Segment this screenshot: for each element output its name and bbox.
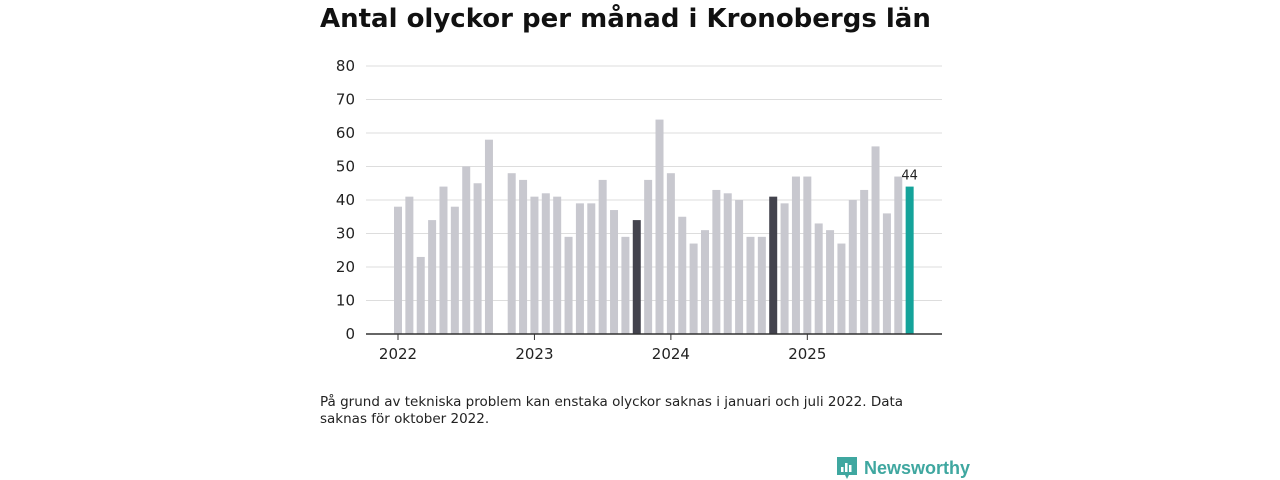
bar [712,189,721,334]
y-tick-label: 50 [336,158,355,176]
bar-chart: 0 10 20 30 40 50 60 70 80 2022 2023 2024 2025 44 [336,57,942,363]
bar [473,183,482,334]
bar [416,256,425,334]
y-tick-label: 10 [336,292,355,310]
bar-chart-logo-icon [837,457,857,479]
bar [837,243,846,334]
bar [871,146,880,334]
bar [791,176,800,334]
x-tick-label: 2023 [515,345,553,363]
bar [655,119,664,334]
bar [769,196,778,334]
bar [405,196,414,334]
brand-name: Newsworthy [864,457,971,478]
bar [621,236,630,334]
bar [678,216,687,334]
y-tick-label: 60 [336,124,355,142]
bar [905,186,914,334]
bar [882,213,891,334]
bar [848,200,857,334]
bar [700,230,709,334]
x-axis: 2022 2023 2024 2025 [366,333,942,363]
y-tick-label: 40 [336,191,355,209]
bars [394,119,914,334]
bar [519,179,528,334]
bar [553,196,562,334]
bar [644,179,653,334]
footnote: På grund av tekniska problem kan enstaka… [320,394,904,427]
x-tick-label: 2022 [379,345,417,363]
bar [610,210,619,334]
bar [394,206,402,334]
bar [632,220,641,334]
bar [530,196,539,334]
y-tick-label: 70 [336,91,355,109]
bar [723,193,732,334]
y-tick-label: 30 [336,225,355,243]
bar [541,193,550,334]
bar [575,203,584,334]
y-tick-label: 20 [336,258,355,276]
bar [439,186,448,334]
x-tick-label: 2024 [652,345,690,363]
bar [507,173,516,334]
bar [746,236,755,334]
x-tick-label: 2025 [788,345,826,363]
y-tick-label: 0 [345,325,355,343]
bar [780,203,789,334]
bar [826,230,835,334]
data-labels: 44 [901,169,918,184]
bar [894,176,903,334]
chart-title: Antal olyckor per månad i Kronobergs län [320,4,931,34]
bar [666,173,675,334]
bar [484,139,493,334]
bar [735,200,744,334]
y-axis: 0 10 20 30 40 50 60 70 80 [336,57,355,343]
bar [428,220,437,334]
bar [757,236,766,334]
bar [564,236,573,334]
bar [860,189,869,334]
bar [814,223,823,334]
data-label: 44 [901,169,918,184]
gridlines [366,65,942,301]
bar [689,243,698,334]
bar [598,179,607,334]
bar [450,206,459,334]
bar [803,176,812,334]
bar [462,166,471,334]
y-tick-label: 80 [336,57,355,75]
bar [587,203,596,334]
brand-logo[interactable]: Newsworthy [836,456,970,480]
